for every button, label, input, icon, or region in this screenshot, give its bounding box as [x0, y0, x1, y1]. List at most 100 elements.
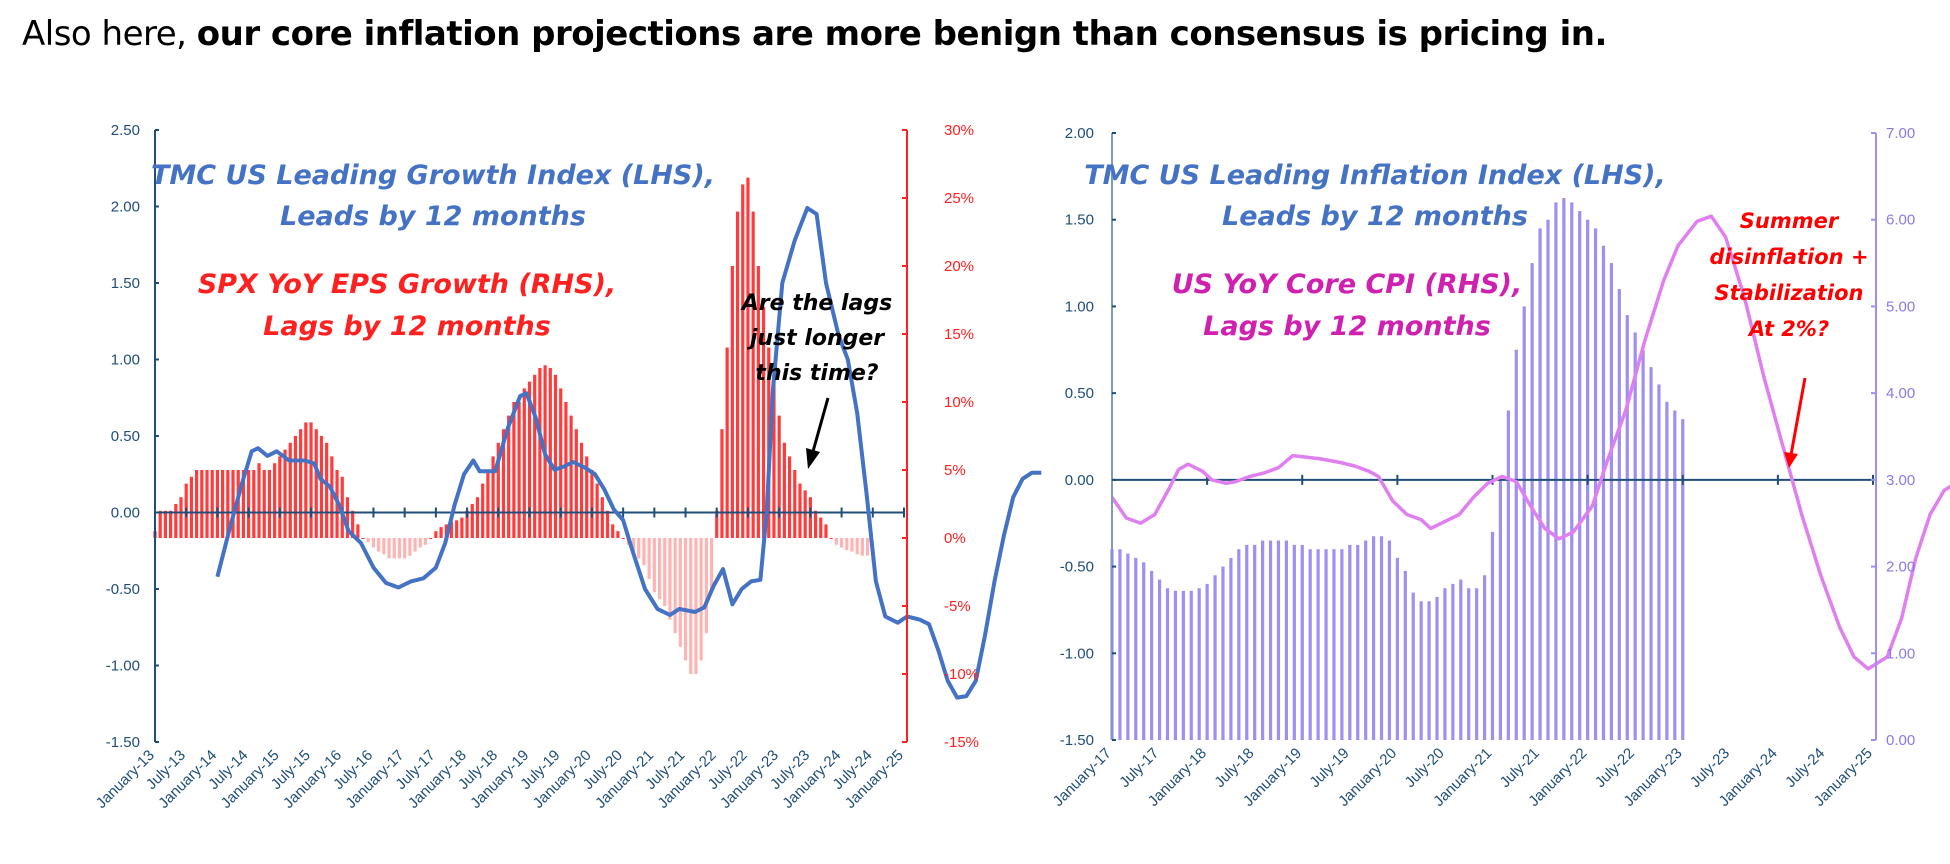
growth-bar	[668, 538, 672, 620]
growth-bar	[699, 538, 703, 661]
inflation-x-tick-label: July-22	[1592, 745, 1638, 791]
inflation-bar	[1165, 588, 1170, 740]
growth-bar	[751, 211, 755, 538]
growth-bar	[725, 347, 729, 538]
inflation-bar	[1340, 549, 1344, 740]
inflation-bar	[1379, 536, 1384, 740]
growth-bar	[189, 476, 194, 538]
inflation-bar	[1467, 588, 1471, 740]
growth-bar	[803, 490, 807, 538]
inflation-left-tick-label: -0.50	[1060, 559, 1094, 576]
inflation-bar	[1498, 479, 1503, 740]
growth-bar	[694, 538, 698, 674]
growth-bar	[174, 504, 178, 538]
growth-bar	[309, 422, 313, 538]
growth-bar	[325, 442, 329, 538]
growth-bar	[559, 388, 563, 538]
growth-bar	[595, 483, 599, 538]
growth-bar	[210, 470, 214, 538]
growth-bar	[382, 538, 386, 555]
growth-bar	[574, 429, 578, 538]
inflation-x-tick-label: July-24	[1782, 745, 1828, 791]
growth-bar	[257, 463, 261, 538]
growth-bar	[345, 497, 350, 538]
inflation-bar	[1253, 544, 1257, 740]
inflation-bar	[1419, 601, 1423, 740]
growth-bar	[616, 531, 620, 538]
growth-bar	[512, 402, 516, 538]
inflation-bar	[1435, 596, 1439, 740]
growth-bar	[663, 538, 667, 606]
inflation-callout-1: Summer	[1740, 209, 1840, 233]
growth-bar	[226, 470, 230, 538]
growth-bar	[824, 524, 828, 538]
growth-bar	[730, 266, 734, 538]
inflation-bar	[1221, 566, 1225, 740]
growth-bar	[215, 470, 220, 538]
growth-bar	[351, 510, 355, 538]
slide-headline: Also here, our core inflation projection…	[22, 14, 1607, 54]
growth-bar	[221, 470, 225, 538]
growth-bar	[408, 538, 412, 556]
growth-bar	[241, 470, 246, 538]
growth-bar	[481, 483, 485, 538]
growth-callout-2: just longer	[747, 326, 885, 351]
inflation-x-tick-label: January-17	[1050, 745, 1115, 810]
growth-bar	[720, 429, 724, 538]
growth-bar	[387, 538, 391, 559]
growth-bar	[850, 538, 854, 552]
growth-bar	[756, 266, 760, 538]
inflation-line	[1110, 214, 1950, 671]
growth-bar	[486, 470, 490, 538]
growth-right-tick-label: 20%	[944, 258, 974, 275]
inflation-x-tick-label: July-17	[1116, 745, 1162, 791]
inflation-bar	[1554, 202, 1558, 740]
inflation-bar	[1482, 575, 1487, 740]
growth-bar	[283, 449, 287, 538]
inflation-bar	[1118, 549, 1122, 740]
growth-bar	[798, 483, 802, 538]
growth-bar	[777, 415, 781, 538]
inflation-left-tick-label: 1.00	[1065, 298, 1094, 315]
headline-prefix: Also here,	[22, 14, 197, 54]
growth-bar	[299, 429, 303, 538]
inflation-bar	[1601, 245, 1606, 740]
growth-bar	[262, 470, 266, 538]
inflation-bar	[1578, 211, 1582, 741]
growth-left-tick-label: -1.50	[106, 734, 140, 751]
growth-bar	[356, 524, 360, 538]
inflation-bar	[1213, 575, 1217, 740]
inflation-bar	[1514, 349, 1518, 740]
inflation-bar	[1181, 590, 1185, 740]
inflation-bar	[1475, 588, 1479, 740]
inflation-bar	[1356, 544, 1360, 740]
growth-left-tick-label: 0.50	[111, 428, 140, 445]
inflation-x-tick-label: July-20	[1402, 745, 1448, 791]
inflation-right-tick-label: 0.00	[1886, 732, 1915, 749]
inflation-bar	[1245, 544, 1249, 740]
growth-right-tick-label: 30%	[944, 122, 974, 139]
growth-bar	[470, 504, 474, 538]
growth-bar	[741, 184, 745, 538]
inflation-bar	[1126, 553, 1130, 740]
growth-bar	[475, 497, 480, 538]
inflation-bar	[1681, 419, 1685, 740]
inflation-left-tick-label: 2.00	[1065, 125, 1094, 142]
inflation-bar	[1633, 332, 1637, 740]
growth-bar	[611, 524, 615, 538]
growth-bar	[829, 538, 833, 539]
growth-bar	[735, 211, 740, 538]
inflation-rhs-title-1: US YoY Core CPI (RHS),	[1172, 269, 1523, 300]
inflation-bar	[1157, 579, 1162, 740]
growth-bar	[517, 402, 521, 538]
growth-bar	[569, 415, 573, 538]
inflation-left-tick-label: -1.50	[1060, 732, 1094, 749]
growth-bar	[163, 510, 168, 538]
growth-bar	[865, 538, 870, 556]
inflation-lhs-title-1: TMC US Leading Inflation Index (LHS),	[1084, 160, 1666, 191]
inflation-bar	[1332, 549, 1336, 740]
growth-right-tick-label: 5%	[944, 462, 966, 479]
growth-bar	[304, 422, 308, 538]
growth-bar	[855, 538, 859, 555]
growth-bar	[683, 538, 688, 661]
